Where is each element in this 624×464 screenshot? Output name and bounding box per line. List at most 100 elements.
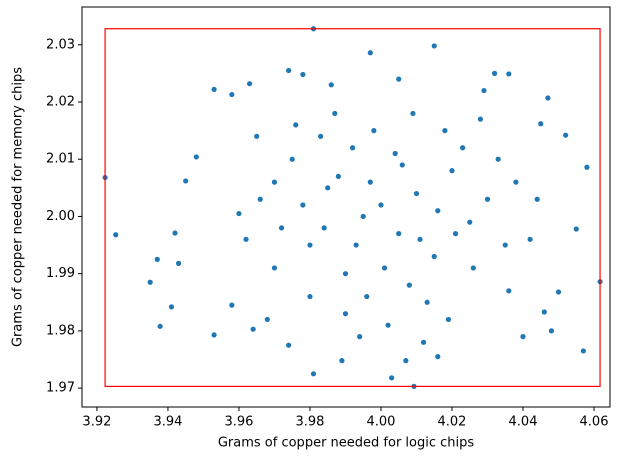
x-axis-label: Grams of copper needed for logic chips: [218, 436, 475, 451]
point: [367, 179, 373, 185]
point: [183, 178, 189, 184]
point: [392, 150, 398, 157]
x-tick-label: 3.96: [224, 415, 253, 430]
point: [321, 225, 327, 231]
point: [406, 282, 412, 288]
point: [147, 279, 153, 285]
point: [481, 87, 487, 94]
point: [342, 311, 349, 317]
y-tick-label: 2.00: [46, 209, 75, 224]
point: [113, 232, 119, 238]
point: [300, 71, 306, 78]
point: [545, 95, 551, 101]
point: [357, 334, 363, 340]
plot-frame: [81, 6, 611, 408]
point: [211, 332, 217, 338]
point: [431, 253, 437, 260]
point: [495, 156, 501, 162]
point: [271, 265, 278, 271]
point: [484, 196, 491, 202]
point: [548, 328, 555, 334]
point: [211, 86, 217, 93]
point: [403, 358, 409, 364]
point: [318, 133, 324, 139]
y-tick-label: 1.98: [46, 323, 75, 338]
point: [467, 219, 473, 225]
point: [534, 196, 540, 202]
point: [385, 322, 391, 328]
point: [389, 375, 395, 381]
point: [257, 196, 263, 202]
point: [502, 242, 508, 248]
x-tick-label: 4.04: [509, 415, 538, 430]
point: [250, 326, 256, 332]
point: [378, 202, 384, 208]
x-tick-label: 4.00: [366, 415, 395, 430]
point: [413, 190, 420, 197]
x-tick-label: 3.98: [295, 415, 324, 430]
point: [172, 230, 178, 236]
x-tick-label: 4.06: [580, 415, 609, 430]
bounding-box: [104, 28, 601, 387]
point: [157, 323, 163, 329]
point: [193, 154, 199, 160]
x-tick-label: 4.02: [438, 415, 467, 430]
point: [364, 293, 370, 300]
point: [470, 265, 476, 271]
y-tick-label: 1.97: [46, 381, 75, 396]
point: [452, 231, 459, 237]
point: [360, 213, 366, 220]
point: [527, 236, 533, 242]
point: [381, 265, 388, 271]
point: [371, 128, 377, 134]
point: [154, 256, 160, 262]
point: [339, 358, 345, 364]
point: [506, 71, 512, 77]
point: [175, 260, 182, 266]
point: [236, 210, 242, 217]
point: [332, 110, 338, 117]
point: [289, 156, 295, 162]
point: [243, 236, 249, 242]
point: [555, 289, 562, 295]
y-tick-label: 2.02: [46, 94, 75, 109]
point: [229, 91, 235, 98]
point: [520, 334, 526, 340]
point: [424, 299, 430, 305]
point: [254, 133, 260, 139]
point: [168, 304, 175, 310]
point: [396, 76, 402, 82]
point: [278, 225, 285, 231]
x-tick-label: 3.92: [82, 415, 111, 430]
point: [325, 185, 331, 191]
point: [367, 50, 373, 56]
point: [584, 164, 590, 170]
point: [293, 122, 299, 128]
point: [513, 179, 519, 185]
point: [396, 231, 402, 237]
point: [477, 116, 483, 122]
point: [229, 302, 235, 308]
y-tick-label: 2.03: [46, 37, 75, 52]
point: [445, 316, 452, 323]
point: [310, 371, 317, 377]
point: [460, 145, 466, 151]
point: [328, 82, 334, 88]
point: [353, 242, 359, 248]
point: [246, 81, 253, 87]
y-axis-label: Grams of copper needed for memory chips: [11, 67, 26, 347]
point: [563, 132, 569, 138]
point: [417, 236, 423, 242]
point: [349, 145, 356, 151]
x-tick-label: 3.94: [153, 415, 182, 430]
point: [435, 354, 441, 360]
point: [538, 121, 544, 127]
point: [449, 168, 455, 174]
point: [335, 173, 341, 179]
point: [399, 162, 405, 168]
point: [420, 339, 427, 345]
point: [506, 288, 512, 294]
point: [491, 70, 498, 76]
